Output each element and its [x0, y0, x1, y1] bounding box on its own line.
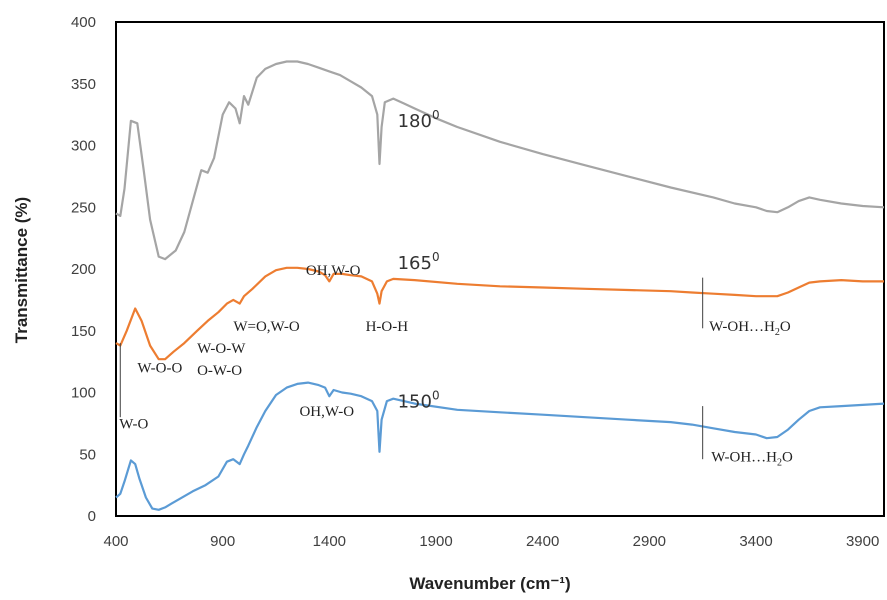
- x-tick-label: 3400: [739, 533, 772, 550]
- y-tick-label: 300: [71, 138, 96, 155]
- annotation-label: W-OH…H2O: [709, 319, 791, 338]
- x-tick-label: 2900: [633, 533, 666, 550]
- x-tick-label: 1400: [313, 533, 346, 550]
- series-label: 1800: [398, 108, 440, 132]
- annotation-label: O-W-O: [197, 363, 242, 379]
- series-line-1: [115, 266, 884, 361]
- x-tick-label: 400: [103, 533, 128, 550]
- y-tick-label: 200: [71, 261, 96, 278]
- x-axis-ticks: 400 900 1400 1900 2400 2900 3400 3900: [103, 533, 879, 550]
- series-labels: 1800 1650 1500: [398, 108, 440, 412]
- series-lines: [115, 60, 885, 511]
- annotation-label: H-O-H: [366, 319, 409, 335]
- annotation-label: W-O-W: [197, 341, 246, 357]
- y-tick-label: 350: [71, 76, 96, 93]
- annotation-label: OH,W-O: [299, 404, 354, 420]
- series-label: 1500: [398, 388, 440, 412]
- y-tick-label: 250: [71, 199, 96, 216]
- y-tick-label: 400: [71, 14, 96, 31]
- y-tick-label: 100: [71, 385, 96, 402]
- y-tick-label: 50: [79, 446, 96, 463]
- x-tick-label: 2400: [526, 533, 559, 550]
- series-label: 1650: [398, 250, 440, 274]
- annotation-label: W-O: [119, 416, 148, 432]
- y-axis-title: Transmittance (%): [12, 197, 31, 343]
- annotation-label: OH,W-O: [306, 263, 361, 279]
- annotation-labels: OH,W-O H-O-H W=O,W-O W-O-W O-W-O W-O-O W-O OH,W…: [119, 263, 793, 468]
- series-line-0: [115, 60, 885, 261]
- annotation-label: W=O,W-O: [233, 319, 300, 335]
- y-tick-label: 150: [71, 323, 96, 340]
- annotation-label: W-O-O: [137, 361, 182, 377]
- y-tick-label: 0: [88, 508, 96, 525]
- x-tick-label: 900: [210, 533, 235, 550]
- x-tick-label: 3900: [846, 533, 879, 550]
- annotation-label: W-OH…H2O: [711, 450, 793, 469]
- plot-frame: [115, 21, 885, 517]
- annotation-markers: [119, 277, 704, 460]
- x-axis-title: Wavenumber (cm⁻¹): [409, 574, 570, 593]
- y-axis-ticks: 0 50 100 150 200 250 300 350 400: [71, 14, 96, 525]
- x-tick-label: 1900: [419, 533, 452, 550]
- series-line-2: [115, 381, 885, 511]
- plot-border: [115, 21, 885, 517]
